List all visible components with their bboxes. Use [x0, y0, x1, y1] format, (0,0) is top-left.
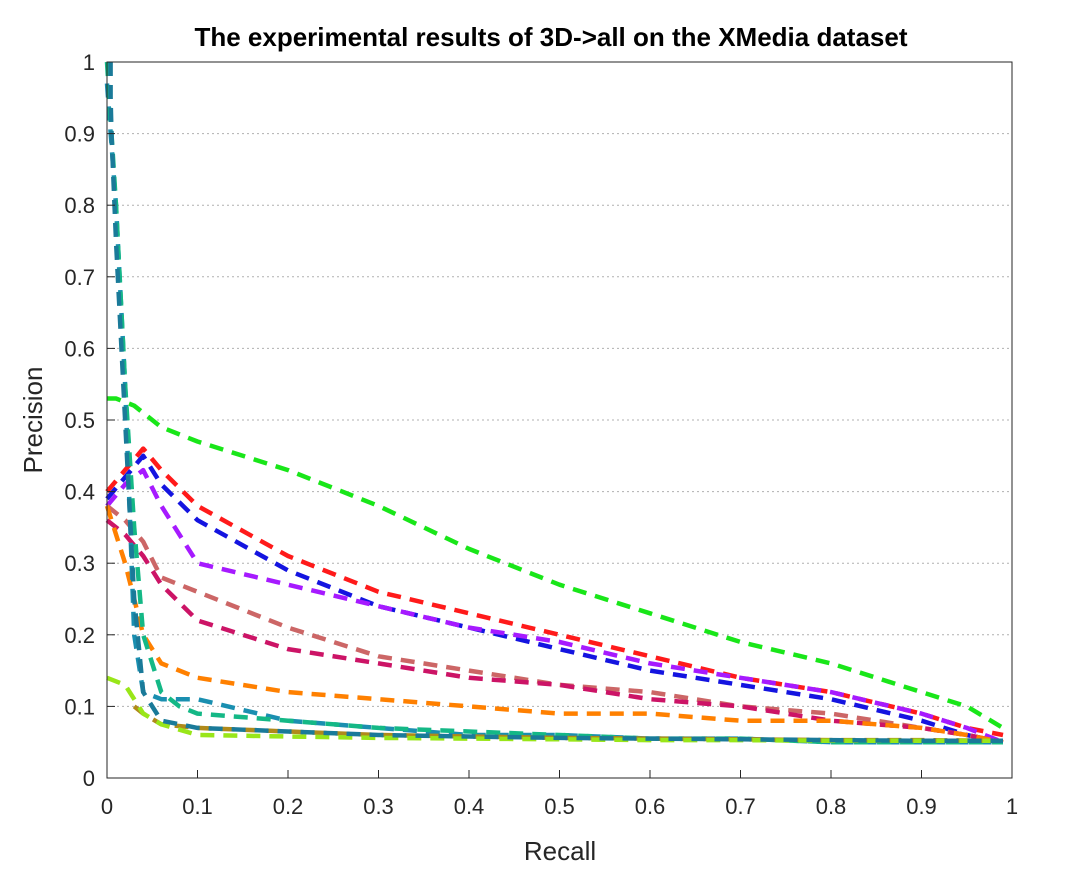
series-line-2: [105, 446, 1004, 738]
y-tick-label: 0.1: [64, 694, 95, 719]
y-tick-label: 0.9: [64, 122, 95, 147]
y-tick-label: 0.5: [64, 408, 95, 433]
y-tick-label: 0.7: [64, 265, 95, 290]
x-tick-label: 0.7: [725, 794, 756, 819]
x-tick-label: 0.6: [635, 794, 666, 819]
series-line-11: [106, 675, 1003, 744]
y-tick-label: 0.3: [64, 551, 95, 576]
x-axis: 0 0.1 0.2 0.3 0.4 0.5 0.6 0.7 0.8 0.9 1: [101, 770, 1018, 819]
series-line-5: [105, 504, 1004, 745]
x-axis-label: Recall: [524, 836, 596, 866]
y-axis: 0 0.1 0.2 0.3 0.4 0.5 0.6 0.7 0.8 0.9 1: [64, 50, 115, 791]
y-tick-label: 0.6: [64, 336, 95, 361]
y-tick-label: 0: [83, 766, 95, 791]
y-tick-label: 0.8: [64, 193, 95, 218]
series-line-4: [105, 467, 1004, 745]
y-tick-label: 1: [83, 50, 95, 75]
x-tick-label: 0.2: [273, 794, 304, 819]
x-tick-label: 0.3: [363, 794, 394, 819]
x-tick-label: 0: [101, 794, 113, 819]
y-tick-label: 0.4: [64, 480, 95, 505]
x-tick-label: 0.5: [544, 794, 575, 819]
x-tick-label: 0.9: [906, 794, 937, 819]
y-axis-label: Precision: [18, 367, 48, 474]
x-tick-label: 1: [1006, 794, 1018, 819]
x-tick-label: 0.1: [182, 794, 213, 819]
series-line-12: [108, 62, 1003, 744]
y-tick-label: 0.2: [64, 623, 95, 648]
x-tick-label: 0.4: [454, 794, 485, 819]
series-line-1: [107, 396, 1005, 730]
series-layer: [104, 61, 1005, 745]
series-line-7: [104, 505, 1004, 745]
chart-title: The experimental results of 3D->all on t…: [194, 22, 907, 52]
x-tick-label: 0.8: [816, 794, 847, 819]
